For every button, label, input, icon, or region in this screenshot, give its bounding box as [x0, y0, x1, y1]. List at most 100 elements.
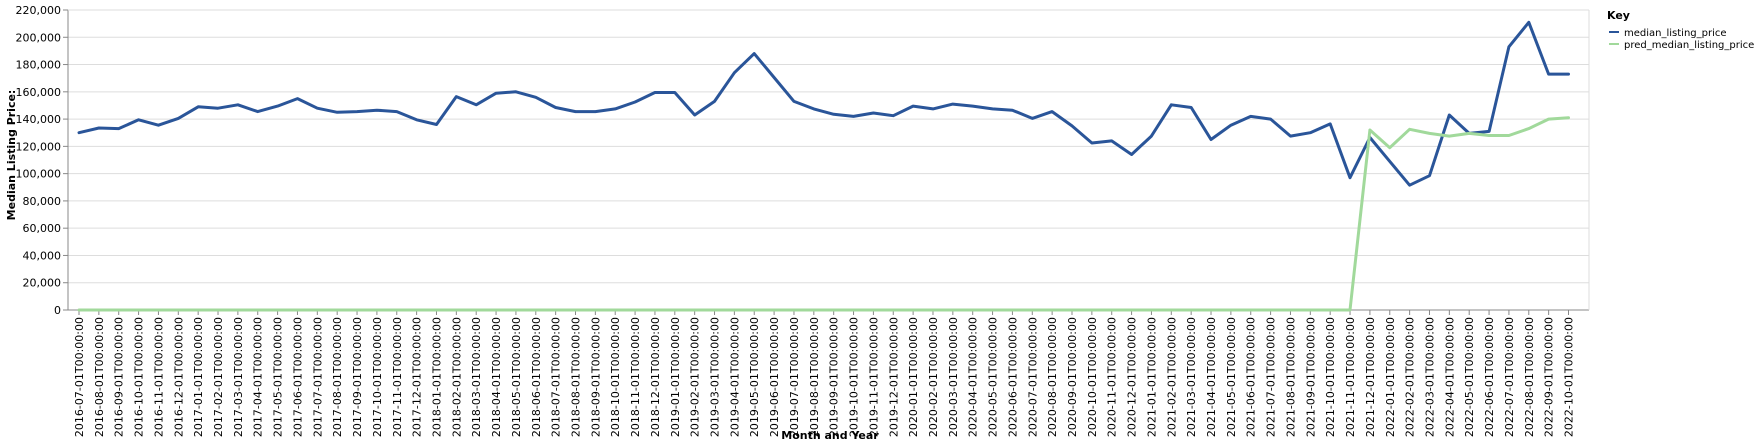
x-tick-label: 2021-09-01T00:00:00	[1304, 317, 1317, 437]
x-tick-label: 2018-06-01T00:00:00	[530, 317, 543, 437]
x-tick-label: 2017-11-01T00:00:00	[391, 317, 404, 437]
x-tick-label: 2020-09-01T00:00:00	[1066, 317, 1079, 437]
x-tick-label: 2017-08-01T00:00:00	[331, 317, 344, 437]
x-tick-label: 2019-05-01T00:00:00	[748, 317, 761, 437]
x-tick-label: 2018-07-01T00:00:00	[550, 317, 563, 437]
x-tick-label: 2020-08-01T00:00:00	[1046, 317, 1059, 437]
x-tick-label: 2022-01-01T00:00:00	[1384, 317, 1397, 437]
y-tick-label: 160,000	[16, 86, 62, 99]
x-tick-label: 2019-04-01T00:00:00	[728, 317, 741, 437]
x-tick-label: 2018-05-01T00:00:00	[510, 317, 523, 437]
x-tick-label: 2019-02-01T00:00:00	[689, 317, 702, 437]
x-tick-label: 2020-01-01T00:00:00	[907, 317, 920, 437]
x-axis-title: Month and Year	[781, 429, 879, 442]
series-line-pred_median_listing_price	[77, 116, 1570, 312]
y-tick-label: 80,000	[23, 195, 62, 208]
x-tick-label: 2019-09-01T00:00:00	[828, 317, 841, 437]
x-tick-label: 2020-04-01T00:00:00	[967, 317, 980, 437]
legend-label: median_listing_price	[1624, 28, 1727, 39]
x-tick-label: 2019-06-01T00:00:00	[768, 317, 781, 437]
gridlines	[68, 9, 1589, 311]
y-tick-label: 100,000	[16, 168, 62, 181]
x-tick-label: 2022-02-01T00:00:00	[1404, 317, 1417, 437]
x-tick-label: 2017-10-01T00:00:00	[371, 317, 384, 437]
x-tick-label: 2016-11-01T00:00:00	[152, 317, 165, 437]
x-tick-label: 2018-08-01T00:00:00	[570, 317, 583, 437]
x-tick-label: 2019-01-01T00:00:00	[669, 317, 682, 437]
legend-label: pred_median_listing_price	[1624, 40, 1754, 51]
x-tick-label: 2019-11-01T00:00:00	[867, 317, 880, 437]
y-tick-label: 180,000	[16, 59, 62, 72]
x-tick-label: 2021-05-01T00:00:00	[1225, 317, 1238, 437]
x-tick-label: 2019-12-01T00:00:00	[887, 317, 900, 437]
x-tick-label: 2016-07-01T00:00:00	[73, 317, 86, 437]
x-tick-label: 2017-12-01T00:00:00	[411, 317, 424, 437]
legend-title: Key	[1607, 9, 1630, 22]
x-tick-label: 2019-08-01T00:00:00	[808, 317, 821, 437]
x-tick-label: 2020-05-01T00:00:00	[987, 317, 1000, 437]
series-layer	[77, 20, 1570, 312]
x-tick-label: 2019-03-01T00:00:00	[709, 317, 722, 437]
x-tick-label: 2022-04-01T00:00:00	[1443, 317, 1456, 437]
x-tick-label: 2020-06-01T00:00:00	[1006, 317, 1019, 437]
x-tick-label: 2017-07-01T00:00:00	[311, 317, 324, 437]
x-tick-label: 2020-11-01T00:00:00	[1106, 317, 1119, 437]
y-axis: 0 20,000 40,000 60,000 80,000 100,000 120,000 1…	[16, 4, 68, 317]
y-tick-label: 60,000	[23, 222, 62, 235]
x-tick-label: 2017-02-01T00:00:00	[212, 317, 225, 437]
x-tick-label: 2020-03-01T00:00:00	[947, 317, 960, 437]
y-tick-label: 20,000	[23, 277, 62, 290]
x-tick-label: 2018-03-01T00:00:00	[470, 317, 483, 437]
x-tick-label: 2018-04-01T00:00:00	[490, 317, 503, 437]
x-tick-label: 2018-01-01T00:00:00	[430, 317, 443, 437]
x-tick-label: 2022-09-01T00:00:00	[1543, 317, 1556, 437]
series-line-median_listing_price	[77, 20, 1570, 187]
x-tick-label: 2021-03-01T00:00:00	[1185, 317, 1198, 437]
x-tick-label: 2021-07-01T00:00:00	[1265, 317, 1278, 437]
x-tick-label: 2017-06-01T00:00:00	[291, 317, 304, 437]
x-tick-label: 2017-05-01T00:00:00	[272, 317, 285, 437]
x-tick-label: 2022-10-01T00:00:00	[1563, 317, 1576, 437]
x-axis: 2016-07-01T00:00:00 2016-08-01T00:00:00 20…	[73, 310, 1576, 437]
x-tick-label: 2017-09-01T00:00:00	[351, 317, 364, 437]
x-tick-label: 2022-05-01T00:00:00	[1463, 317, 1476, 437]
x-tick-label: 2017-04-01T00:00:00	[252, 317, 265, 437]
y-tick-label: 140,000	[16, 113, 62, 126]
x-tick-label: 2021-01-01T00:00:00	[1145, 317, 1158, 437]
x-tick-label: 2017-03-01T00:00:00	[232, 317, 245, 437]
x-tick-label: 2022-07-01T00:00:00	[1503, 317, 1516, 437]
x-tick-label: 2020-07-01T00:00:00	[1026, 317, 1039, 437]
x-tick-label: 2016-09-01T00:00:00	[113, 317, 126, 437]
x-tick-label: 2020-10-01T00:00:00	[1086, 317, 1099, 437]
x-tick-label: 2020-12-01T00:00:00	[1126, 317, 1139, 437]
x-tick-label: 2018-10-01T00:00:00	[609, 317, 622, 437]
x-tick-label: 2021-04-01T00:00:00	[1205, 317, 1218, 437]
x-tick-label: 2021-11-01T00:00:00	[1344, 317, 1357, 437]
y-tick-label: 200,000	[16, 31, 62, 44]
x-tick-label: 2019-07-01T00:00:00	[788, 317, 801, 437]
x-tick-label: 2022-03-01T00:00:00	[1423, 317, 1436, 437]
x-tick-label: 2016-10-01T00:00:00	[133, 317, 146, 437]
x-tick-label: 2018-12-01T00:00:00	[649, 317, 662, 437]
y-tick-label: 120,000	[16, 140, 62, 153]
x-tick-label: 2019-10-01T00:00:00	[848, 317, 861, 437]
x-tick-label: 2021-06-01T00:00:00	[1245, 317, 1258, 437]
y-tick-label: 40,000	[23, 249, 62, 262]
x-tick-label: 2018-02-01T00:00:00	[450, 317, 463, 437]
legend: Key median_listing_pricepred_median_list…	[1607, 9, 1754, 51]
y-axis-title: Median Listing Price:	[5, 90, 18, 221]
y-tick-label: 0	[54, 304, 61, 317]
x-tick-label: 2018-09-01T00:00:00	[589, 317, 602, 437]
x-tick-label: 2022-08-01T00:00:00	[1523, 317, 1536, 437]
x-tick-label: 2017-01-01T00:00:00	[192, 317, 205, 437]
x-tick-label: 2020-02-01T00:00:00	[927, 317, 940, 437]
x-tick-label: 2021-12-01T00:00:00	[1364, 317, 1377, 437]
x-tick-label: 2016-08-01T00:00:00	[93, 317, 106, 437]
x-tick-label: 2022-06-01T00:00:00	[1483, 317, 1496, 437]
plot-frame	[67, 9, 1590, 311]
x-tick-label: 2021-02-01T00:00:00	[1165, 317, 1178, 437]
x-tick-label: 2021-10-01T00:00:00	[1324, 317, 1337, 437]
y-tick-label: 220,000	[16, 4, 62, 17]
x-tick-label: 2018-11-01T00:00:00	[629, 317, 642, 437]
